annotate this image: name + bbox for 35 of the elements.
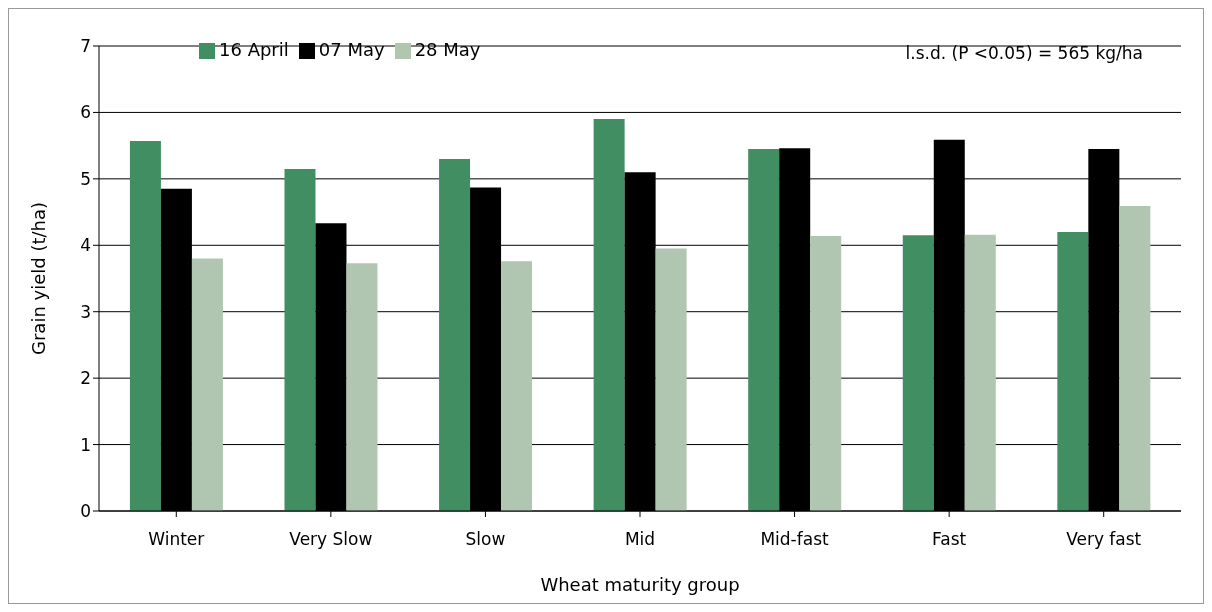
legend-label: 16 April bbox=[219, 39, 289, 60]
bar bbox=[501, 261, 533, 511]
y-tick-label: 1 bbox=[80, 434, 91, 455]
bar bbox=[439, 158, 471, 511]
y-tick-label: 7 bbox=[80, 36, 91, 57]
x-tick-label: Winter bbox=[148, 529, 205, 550]
x-tick-label: Slow bbox=[465, 529, 506, 550]
legend-label: 07 May bbox=[318, 39, 385, 60]
y-tick-label: 3 bbox=[80, 301, 91, 322]
y-tick-label: 6 bbox=[80, 102, 91, 123]
y-tick-label: 4 bbox=[80, 235, 91, 256]
bar bbox=[191, 258, 223, 511]
y-tick-label: 0 bbox=[80, 501, 91, 522]
bar bbox=[346, 263, 378, 511]
bar bbox=[748, 148, 780, 511]
y-tick-label: 5 bbox=[80, 168, 91, 189]
y-tick-label: 2 bbox=[80, 368, 91, 389]
bar bbox=[1119, 206, 1151, 511]
annotation: l.s.d. (P <0.05) = 565 kg/ha bbox=[905, 43, 1143, 63]
bar bbox=[902, 235, 934, 511]
bar bbox=[593, 119, 625, 511]
x-tick-label: Mid-fast bbox=[760, 529, 830, 550]
bar bbox=[1057, 232, 1089, 511]
x-axis-title: Wheat maturity group bbox=[540, 574, 740, 595]
bar bbox=[964, 234, 996, 511]
x-tick-label: Very fast bbox=[1066, 529, 1142, 550]
x-tick-label: Fast bbox=[932, 529, 967, 550]
bar bbox=[810, 235, 842, 511]
bar bbox=[129, 140, 161, 511]
x-tick-label: Mid bbox=[624, 529, 656, 550]
legend-label: 28 May bbox=[414, 39, 481, 60]
bar bbox=[284, 168, 316, 511]
x-tick-label: Very Slow bbox=[289, 529, 373, 550]
y-axis-title: Grain yield (t/ha) bbox=[28, 202, 50, 355]
bar bbox=[655, 248, 687, 511]
